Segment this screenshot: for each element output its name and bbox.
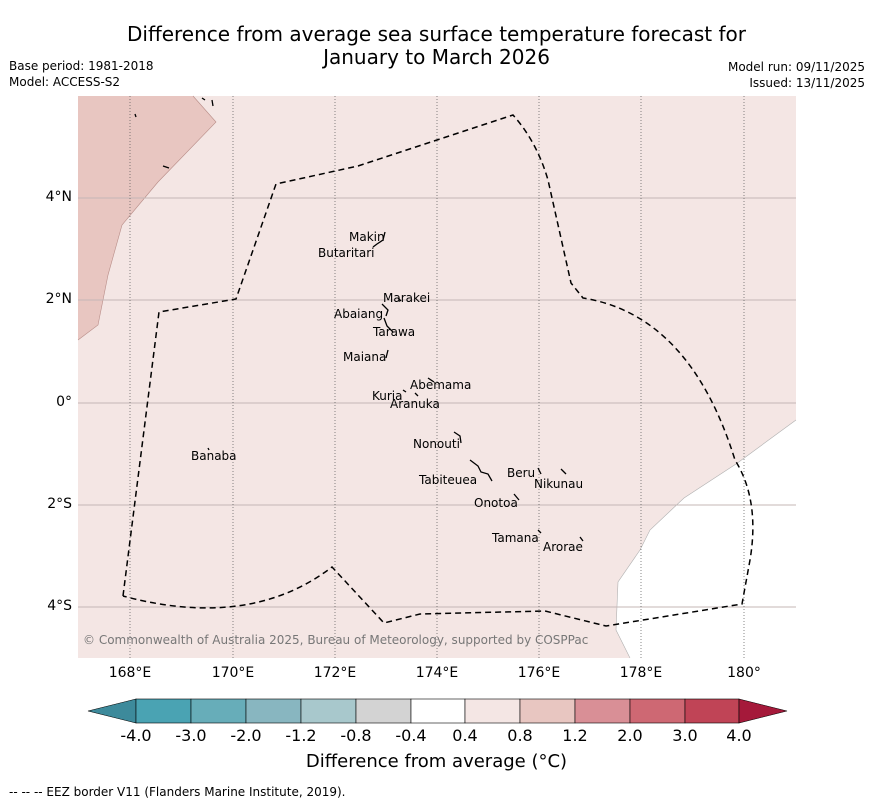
island-label-makin: Makin [349,230,385,244]
island-shapes [134,97,584,542]
colorbar-tick: -0.4 [395,726,427,745]
island-label-onotoa: Onotoa [474,496,518,510]
colorbar-bin-4 [300,698,357,724]
map-title-line2: January to March 2026 [323,45,550,69]
lon-label-178e: 178°E [619,665,663,681]
lat-label-0: 0° [56,394,72,410]
island-label-maiana: Maiana [343,350,386,364]
island-label-tarawa: Tarawa [372,325,415,339]
island-label-nonouti: Nonouti [413,437,460,451]
lat-label-4n: 4°N [45,189,72,205]
base-period: Base period: 1981-2018 [9,59,154,73]
island-label-abaiang: Abaiang [334,307,383,321]
eez-border [122,114,754,627]
island-label-butaritari: Butaritari [318,246,375,260]
colorbar-bin-2 [190,698,247,724]
map-title-line1: Difference from average sea surface temp… [126,22,746,46]
island-labels: Makin Butaritari Marakei Abaiang Tarawa … [191,230,583,554]
colorbar-tick: -0.8 [340,726,372,745]
colorbar-label: Difference from average (°C) [305,751,568,772]
colorbar-bin-3 [245,698,302,724]
colorbar-bin-1 [135,698,192,724]
copyright-text: © Commonwealth of Australia 2025, Bureau… [83,633,588,647]
colorbar-tick: -4.0 [120,726,152,745]
island-label-beru: Beru [507,466,535,480]
lon-label-176e: 176°E [517,665,561,681]
model-name: Model: ACCESS-S2 [9,75,121,89]
colorbar-tick: -3.0 [175,726,207,745]
lat-label-4s: 4°S [47,598,72,614]
colorbar-bin-8 [519,698,576,724]
colorbar-tick: -1.2 [285,726,317,745]
model-run: Model run: 09/11/2025 [727,60,865,74]
no-data-outline [615,419,797,659]
issued-date: Issued: 13/11/2025 [749,76,865,90]
colorbar-bin-11 [684,698,740,724]
lat-label-2n: 2°N [45,291,72,307]
no-data-region [616,420,796,658]
colorbar-min-arrow [87,698,137,724]
island-label-aranuka: Aranuka [390,397,440,411]
island-label-tabiteuea: Tabiteuea [418,473,477,487]
lat-label-2s: 2°S [47,496,72,512]
colorbar-bin-5 [355,698,412,724]
island-label-nikunau: Nikunau [534,477,583,491]
colorbar-max-arrow [738,698,788,724]
colorbar-bin-9 [574,698,631,724]
lon-label-172e: 172°E [313,665,357,681]
lon-label-168e: 168°E [108,665,152,681]
island-label-marakei: Marakei [383,291,430,305]
colorbar-bin-6 [410,698,466,724]
eez-legend-note: -- -- -- EEZ border V11 (Flanders Marine… [9,785,346,799]
island-label-banaba: Banaba [191,449,237,463]
island-label-tamana: Tamana [491,531,539,545]
lon-label-170e: 170°E [211,665,255,681]
colorbar-tick: 1.2 [562,726,588,745]
warm-anomaly-outline [77,95,217,341]
island-label-arorae: Arorae [543,540,583,554]
island-label-abemama: Abemama [410,378,471,392]
meta-right: Model run: 09/11/2025 Issued: 13/11/2025 [728,59,865,91]
lon-label-180: 180° [727,665,761,681]
colorbar-tick: 0.8 [507,726,533,745]
colorbar-tick: 4.0 [726,726,752,745]
colorbar-tick: -2.0 [230,726,262,745]
colorbar-bin-10 [629,698,686,724]
lon-gridlines [129,96,745,658]
colorbar-tick: 2.0 [617,726,643,745]
colorbar-bin-7 [464,698,521,724]
warm-anomaly-region [78,96,216,340]
island-label-kuria: Kuria [372,389,403,403]
lon-label-174e: 174°E [415,665,459,681]
colorbar [87,698,788,724]
meta-left: Base period: 1981-2018 Model: ACCESS-S2 [9,58,154,90]
colorbar-tick: 0.4 [452,726,478,745]
colorbar-tick: 3.0 [672,726,698,745]
